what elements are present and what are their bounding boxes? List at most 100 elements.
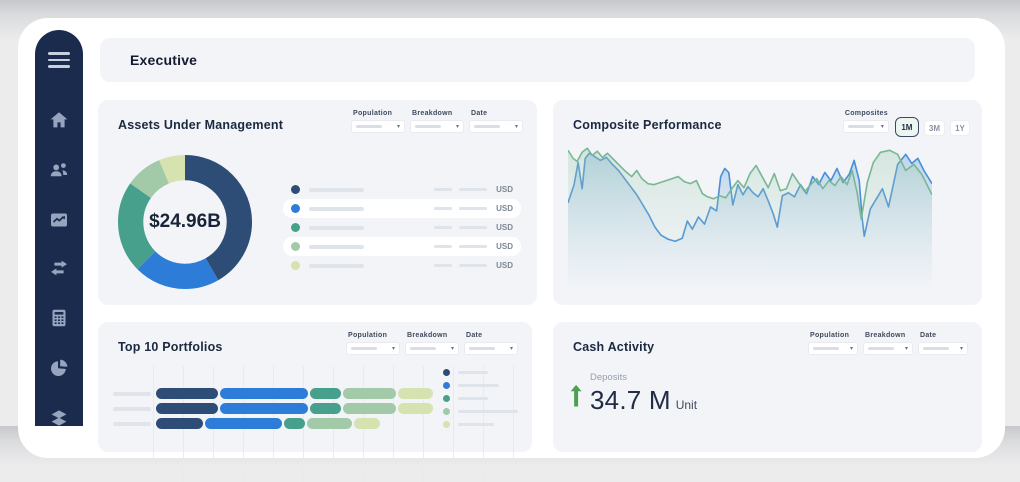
legend-dot — [291, 223, 300, 232]
calculator-icon[interactable] — [49, 308, 69, 328]
range-button-1y[interactable]: 1Y — [950, 120, 970, 136]
bar-segment-4 — [307, 418, 352, 429]
dropdown-placeholder — [813, 347, 839, 350]
legend-label-placeholder — [309, 263, 364, 268]
dropdown-placeholder — [923, 347, 949, 350]
breakdown-dropdown[interactable]: ▾ — [863, 342, 913, 355]
filter-label: Composites — [844, 110, 888, 117]
bar-segment-5 — [354, 418, 380, 429]
top10-legend-row — [443, 379, 518, 392]
filters-row: Population ▾ Breakdown ▾ Date ▾ — [346, 332, 518, 355]
top10-legend-row — [443, 366, 518, 379]
legend-dot — [291, 261, 300, 270]
card-top10-portfolios: Top 10 Portfolios Population ▾ Breakdown ▾ D… — [98, 322, 532, 482]
card-assets-under-management: Assets Under Management Population ▾ Break… — [98, 100, 537, 305]
home-icon[interactable] — [49, 110, 69, 130]
population-dropdown[interactable]: ▾ — [346, 342, 400, 355]
aum-legend: USD USD USD USD USD — [283, 180, 521, 275]
legend-label-placeholder — [458, 397, 488, 400]
legend-amount-placeholder — [459, 264, 487, 267]
aum-legend-row: USD — [283, 237, 521, 256]
filters-row: Population ▾ Breakdown ▾ Date ▾ — [351, 110, 523, 133]
date-dropdown[interactable]: ▾ — [918, 342, 968, 355]
filter-date: Date ▾ — [464, 332, 518, 355]
range-button-1m[interactable]: 1M — [894, 117, 919, 137]
composites-filter: Composites ▾ — [842, 110, 889, 133]
portfolio-bar-row — [156, 403, 435, 414]
date-dropdown[interactable]: ▾ — [469, 120, 523, 133]
chevron-down-icon: ▾ — [880, 123, 884, 130]
bar-segment-4 — [343, 388, 396, 399]
card-title: Assets Under Management — [118, 118, 284, 132]
sidebar — [35, 30, 83, 426]
metric-value: 34.7 M — [590, 385, 671, 415]
filter-population: Population ▾ — [346, 332, 400, 355]
filter-breakdown: Breakdown ▾ — [863, 332, 913, 355]
deposits-metric: Deposits 34.7 M Unit — [568, 372, 697, 416]
legend-label-placeholder — [309, 225, 364, 230]
performance-chart-icon[interactable] — [49, 210, 69, 230]
users-icon[interactable] — [49, 160, 69, 180]
population-dropdown[interactable]: ▾ — [351, 120, 405, 133]
filter-label: Date — [471, 110, 488, 117]
chevron-down-icon: ▾ — [514, 123, 518, 130]
filter-date: Date ▾ — [918, 332, 968, 355]
filter-label: Population — [353, 110, 393, 117]
legend-dot — [443, 382, 450, 389]
legend-dot — [443, 408, 450, 415]
chevron-down-icon: ▾ — [455, 123, 459, 130]
composites-dropdown[interactable]: ▾ — [842, 120, 889, 133]
card-title: Cash Activity — [573, 340, 655, 354]
legend-amount-placeholder — [459, 245, 487, 248]
breakdown-dropdown[interactable]: ▾ — [405, 342, 459, 355]
legend-value-placeholder — [434, 207, 452, 210]
row-label-placeholder — [113, 392, 151, 396]
legend-label-placeholder — [309, 187, 364, 192]
layers-icon[interactable] — [49, 408, 69, 428]
gridline — [393, 366, 394, 482]
bar-segment-4 — [343, 403, 396, 414]
donut-segment-3 — [117, 154, 253, 290]
bar-segment-1 — [156, 403, 218, 414]
dropdown-placeholder — [847, 125, 874, 128]
filter-label: Date — [466, 332, 483, 339]
population-dropdown[interactable]: ▾ — [808, 342, 858, 355]
filter-population: Population ▾ — [808, 332, 858, 355]
bar-segment-1 — [156, 388, 218, 399]
dropdown-placeholder — [474, 125, 500, 128]
gridline — [423, 366, 424, 482]
menu-icon[interactable] — [48, 52, 70, 68]
dropdown-placeholder — [868, 347, 894, 350]
page-title: Executive — [130, 52, 198, 68]
date-dropdown[interactable]: ▾ — [464, 342, 518, 355]
legend-dot — [291, 185, 300, 194]
breakdown-dropdown[interactable]: ▾ — [410, 120, 464, 133]
card-cash-activity: Cash Activity Population ▾ Breakdown ▾ Date ▾… — [553, 322, 982, 452]
currency-label: USD — [496, 261, 513, 270]
aum-legend-row: USD — [283, 256, 521, 275]
performance-chart — [568, 147, 932, 290]
gridline — [153, 366, 154, 482]
range-button-3m[interactable]: 3M — [923, 120, 945, 136]
chevron-down-icon: ▾ — [959, 345, 963, 352]
card-title: Composite Performance — [573, 118, 722, 132]
bar-segment-1 — [156, 418, 203, 429]
aum-legend-row: USD — [283, 218, 521, 237]
top10-legend — [443, 366, 518, 431]
bar-segment-3 — [310, 388, 341, 399]
chevron-down-icon: ▾ — [509, 345, 513, 352]
legend-dot — [291, 242, 300, 251]
legend-dot — [443, 421, 450, 428]
series-green-line — [568, 147, 932, 220]
donut-segment-5 — [117, 154, 253, 290]
currency-label: USD — [496, 204, 513, 213]
allocation-pie-icon[interactable] — [49, 358, 69, 378]
bar-segment-5 — [398, 403, 433, 414]
bar-segment-2 — [220, 388, 308, 399]
legend-dot — [443, 369, 450, 376]
transfers-icon[interactable] — [49, 258, 69, 278]
top10-stacked-bar-chart — [98, 362, 532, 482]
legend-amount-placeholder — [459, 226, 487, 229]
portfolio-bar-row — [156, 388, 435, 399]
dropdown-placeholder — [469, 347, 495, 350]
